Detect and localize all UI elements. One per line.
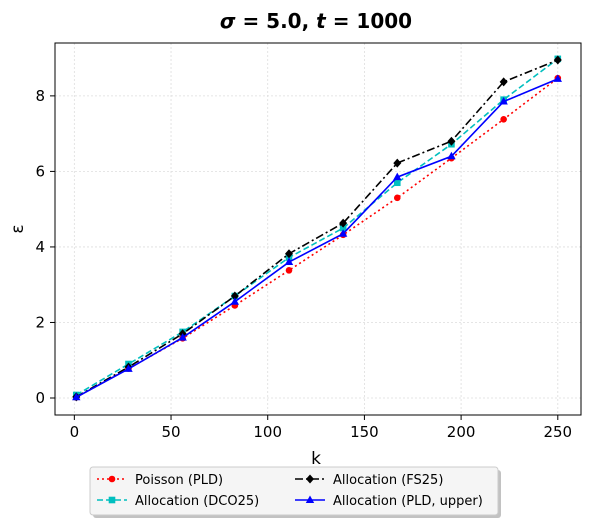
chart-title: σ = 5.0, t = 1000: [220, 9, 412, 33]
legend-marker: [305, 495, 315, 503]
legend-marker: [306, 474, 314, 484]
legend-box: [89, 466, 499, 516]
data-point: [230, 297, 240, 305]
data-point: [499, 77, 508, 87]
data-point: [230, 291, 239, 301]
chart-title-part: = 5.0,: [235, 9, 316, 33]
data-point: [553, 55, 562, 65]
legend-item: Allocation (DCO25): [97, 494, 259, 509]
data-point: [393, 158, 402, 168]
data-point: [339, 218, 348, 228]
legend-marker: [108, 475, 116, 483]
data-point: [285, 267, 293, 274]
y-axis-label: ε: [8, 224, 28, 233]
y-tick-label: 6: [35, 162, 45, 180]
legend-item: Poisson (PLD): [97, 473, 223, 488]
legend-label: Allocation (DCO25): [135, 494, 259, 509]
x-tick-label: 0: [70, 423, 80, 441]
legend: Poisson (PLD) Allocation (DCO25) Allocatio…: [89, 466, 501, 518]
data-point: [553, 74, 562, 82]
x-axis-label: k: [311, 449, 321, 469]
x-tick-label: 200: [447, 423, 476, 441]
series-3: [72, 74, 562, 401]
legend-label: Poisson (PLD): [135, 473, 223, 488]
plot-frame: [54, 42, 582, 416]
series-line: [75, 78, 559, 398]
data-point: [447, 151, 456, 160]
legend-item: Allocation (FS25): [295, 473, 443, 488]
series-2: [72, 55, 562, 402]
data-point: [72, 392, 81, 401]
y-tick-label: 4: [35, 238, 45, 256]
data-point: [124, 364, 133, 372]
legend-label: Allocation (FS25): [333, 473, 443, 488]
x-tick-label: 250: [543, 423, 572, 441]
data-point: [393, 172, 402, 181]
series-line: [75, 58, 559, 396]
data-point: [339, 224, 347, 232]
grid-lines: [55, 43, 581, 415]
y-tick-label: 2: [35, 313, 45, 331]
chart-title-part: = 1000: [326, 9, 412, 33]
axes: 0 50 100 150 200 250 0 2 4 6 8: [35, 87, 572, 441]
legend-marker: [108, 496, 116, 504]
plot-series: [72, 55, 562, 402]
x-tick-label: 100: [253, 423, 282, 441]
data-point: [393, 194, 401, 202]
data-point: [499, 97, 508, 105]
y-tick-label: 8: [35, 87, 45, 105]
data-point: [338, 229, 348, 237]
data-point: [284, 249, 293, 259]
legend-item: Allocation (PLD, upper): [295, 494, 483, 509]
series-line: [75, 59, 559, 398]
data-point: [178, 333, 187, 341]
chart-title-part: t: [316, 9, 327, 33]
data-point: [500, 115, 507, 123]
x-tick-label: 150: [350, 423, 379, 441]
legend-label: Allocation (PLD, upper): [333, 494, 483, 509]
data-point: [447, 136, 456, 146]
series-1: [72, 55, 562, 399]
chart-title-part: σ: [220, 9, 236, 33]
x-tick-label: 50: [161, 423, 180, 441]
data-point: [393, 179, 401, 187]
y-tick-label: 0: [35, 389, 45, 407]
data-point: [284, 257, 294, 266]
